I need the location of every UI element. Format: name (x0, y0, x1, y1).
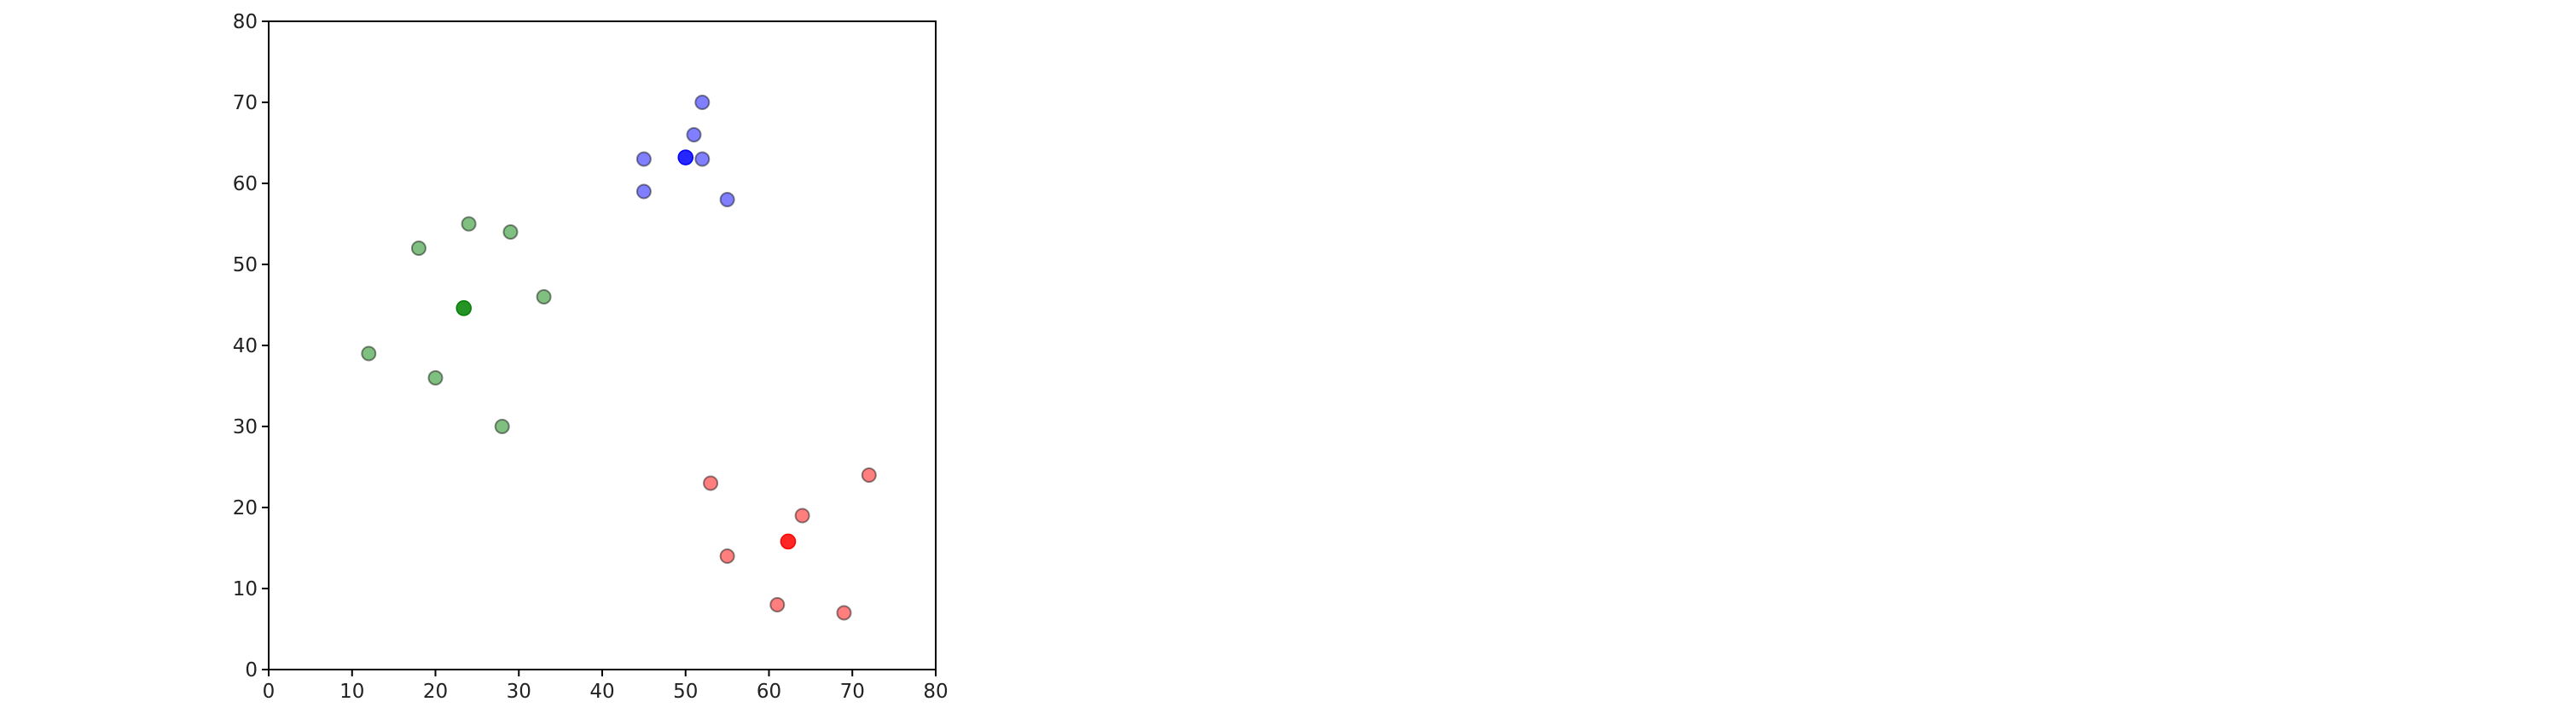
y-tick-label: 50 (233, 254, 258, 276)
y-tick-label: 20 (233, 497, 258, 519)
data-point (695, 96, 709, 109)
data-point (503, 225, 517, 239)
x-tick-label: 0 (263, 681, 276, 703)
x-tick-label: 30 (507, 681, 531, 703)
x-tick-label: 10 (339, 681, 364, 703)
data-point (496, 420, 509, 433)
data-point (721, 549, 734, 563)
x-tick-label: 40 (589, 681, 614, 703)
data-point (637, 185, 651, 199)
data-point (462, 218, 476, 231)
x-tick-label: 20 (423, 681, 448, 703)
y-tick-label: 80 (233, 11, 258, 33)
x-tick-label: 50 (673, 681, 698, 703)
y-tick-label: 40 (233, 335, 258, 357)
y-tick-label: 60 (233, 173, 258, 195)
data-point (721, 193, 734, 206)
data-point (695, 153, 709, 166)
x-tick-label: 80 (923, 681, 948, 703)
data-point (412, 241, 426, 255)
data-point (704, 477, 717, 490)
data-point (862, 468, 876, 482)
data-point (537, 290, 551, 304)
data-point (362, 347, 375, 361)
data-point (688, 128, 701, 142)
data-point (770, 598, 784, 612)
data-point (837, 606, 850, 620)
data-point (429, 371, 443, 385)
y-tick-label: 70 (233, 92, 258, 114)
centroid-point (456, 301, 471, 316)
y-tick-label: 30 (233, 416, 258, 438)
centroid-point (678, 150, 693, 165)
data-point (796, 509, 809, 523)
data-point (637, 153, 651, 166)
x-tick-label: 70 (840, 681, 865, 703)
x-tick-label: 60 (757, 681, 781, 703)
y-tick-label: 0 (245, 659, 258, 682)
centroid-point (780, 534, 795, 548)
y-tick-label: 10 (233, 578, 258, 600)
